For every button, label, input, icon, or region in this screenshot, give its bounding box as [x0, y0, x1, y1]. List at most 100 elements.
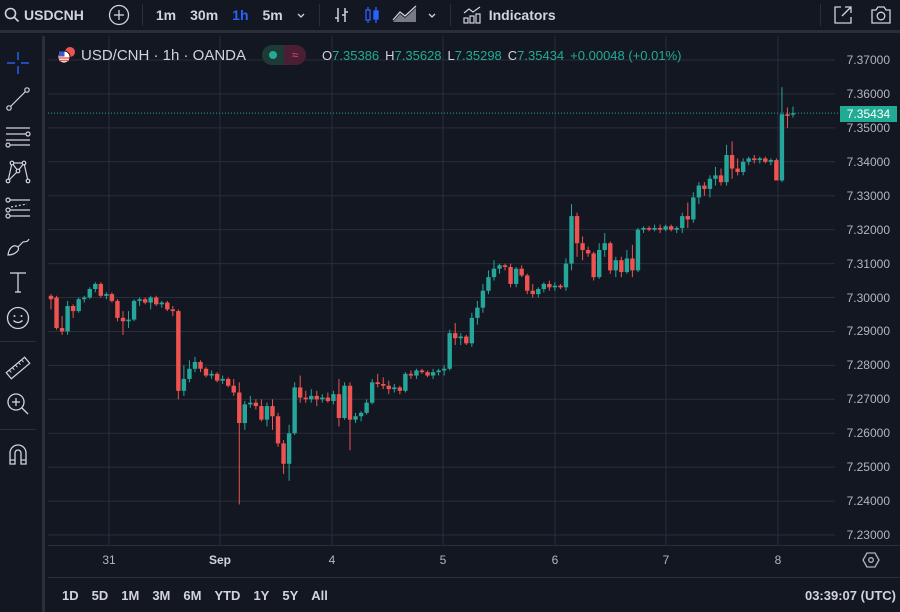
candle[interactable] — [48, 294, 54, 310]
candle[interactable] — [342, 382, 347, 420]
candle[interactable] — [480, 283, 486, 313]
candle[interactable] — [713, 166, 718, 186]
candle[interactable] — [104, 292, 109, 300]
candle[interactable] — [530, 283, 535, 298]
candle[interactable] — [563, 258, 569, 291]
magnet-tool[interactable] — [5, 441, 31, 467]
candle[interactable] — [763, 156, 768, 164]
area-style-button[interactable] — [392, 0, 418, 30]
candle[interactable] — [680, 212, 685, 234]
candle[interactable] — [790, 106, 796, 118]
candle[interactable] — [120, 311, 126, 335]
candle[interactable] — [225, 377, 231, 388]
candle[interactable] — [375, 373, 380, 388]
candle[interactable] — [397, 385, 403, 395]
candle[interactable] — [685, 202, 690, 228]
candle[interactable] — [724, 144, 729, 186]
compare-symbol-button[interactable] — [108, 0, 130, 30]
candle[interactable] — [220, 375, 225, 385]
text-tool[interactable] — [5, 269, 31, 295]
candle[interactable] — [591, 251, 596, 281]
candle[interactable] — [203, 367, 209, 378]
candle[interactable] — [624, 250, 630, 274]
candle[interactable] — [718, 168, 724, 186]
candle[interactable] — [547, 280, 552, 291]
pattern-tool[interactable] — [5, 159, 31, 185]
candle[interactable] — [159, 300, 164, 308]
candle[interactable] — [752, 155, 757, 164]
chart-settings-button[interactable] — [862, 551, 880, 574]
range-button-5y[interactable]: 5Y — [282, 587, 299, 603]
candle[interactable] — [536, 287, 541, 298]
candle[interactable] — [242, 400, 248, 430]
candle[interactable] — [65, 300, 70, 335]
candle[interactable] — [619, 256, 624, 278]
emoji-tool[interactable] — [5, 305, 31, 331]
candle[interactable] — [336, 378, 342, 427]
candle[interactable] — [585, 246, 591, 257]
candle[interactable] — [552, 282, 558, 291]
candle[interactable] — [59, 316, 65, 335]
candle[interactable] — [414, 368, 419, 379]
candle[interactable] — [303, 390, 308, 403]
candle[interactable] — [613, 256, 619, 278]
range-button-all[interactable]: All — [311, 587, 328, 603]
candle[interactable] — [231, 378, 236, 396]
candle[interactable] — [464, 334, 469, 346]
candle[interactable] — [176, 309, 181, 400]
candle[interactable] — [364, 399, 369, 415]
range-button-1m[interactable]: 1M — [121, 587, 140, 603]
candle[interactable] — [198, 360, 203, 373]
candle[interactable] — [115, 299, 120, 322]
candle[interactable] — [475, 300, 480, 325]
horizontal-lines-tool[interactable] — [5, 123, 31, 149]
candle[interactable] — [602, 233, 607, 257]
interval-30m[interactable]: 30m — [190, 7, 219, 23]
legend-status-pill[interactable]: ≈ — [262, 45, 307, 65]
candle[interactable] — [142, 297, 148, 305]
candle[interactable] — [192, 356, 198, 373]
candle[interactable] — [320, 394, 325, 403]
candle[interactable] — [148, 295, 153, 310]
candle[interactable] — [430, 368, 436, 379]
range-button-6m[interactable]: 6M — [183, 587, 202, 603]
candle[interactable] — [519, 265, 524, 278]
candle[interactable] — [580, 236, 585, 261]
candle[interactable] — [458, 333, 463, 346]
candle[interactable] — [408, 370, 414, 379]
candle[interactable] — [126, 311, 131, 329]
crosshair-tool[interactable] — [5, 50, 31, 76]
range-button-1d[interactable]: 1D — [62, 587, 79, 603]
candle[interactable] — [292, 382, 297, 435]
open-new-window-button[interactable] — [833, 0, 853, 30]
candle[interactable] — [436, 368, 441, 376]
candle[interactable] — [497, 263, 502, 274]
candle[interactable] — [93, 282, 98, 293]
candle[interactable] — [214, 372, 220, 383]
candle[interactable] — [209, 370, 214, 379]
candle[interactable] — [137, 297, 142, 306]
candle[interactable] — [453, 322, 458, 346]
candle[interactable] — [270, 399, 275, 430]
candle[interactable] — [403, 372, 408, 393]
brush-tool[interactable] — [5, 233, 31, 259]
candle[interactable] — [608, 241, 613, 274]
candle[interactable] — [525, 273, 530, 295]
candle[interactable] — [635, 227, 641, 273]
candle[interactable] — [154, 295, 159, 306]
candle[interactable] — [419, 368, 425, 374]
candle[interactable] — [264, 402, 270, 427]
interval-1m[interactable]: 1m — [155, 7, 177, 23]
candle[interactable] — [663, 224, 668, 232]
candle[interactable] — [447, 329, 452, 371]
candle[interactable] — [165, 300, 170, 312]
candle[interactable] — [508, 263, 513, 288]
candle[interactable] — [109, 292, 115, 303]
candle[interactable] — [358, 411, 364, 422]
candle[interactable] — [674, 226, 679, 234]
candle[interactable] — [541, 282, 547, 293]
candle[interactable] — [740, 158, 746, 176]
range-button-5d[interactable]: 5D — [91, 587, 109, 603]
candle[interactable] — [502, 263, 508, 271]
candle[interactable] — [325, 392, 331, 403]
